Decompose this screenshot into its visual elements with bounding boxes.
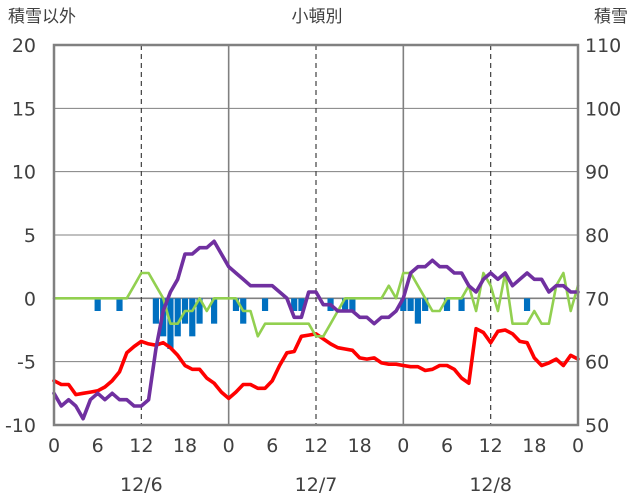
right-y-tick-label: 60 [585, 352, 609, 374]
bar [422, 298, 429, 311]
bar [232, 298, 240, 311]
right-y-tick-label: 80 [585, 225, 609, 247]
series-line-3 [52, 239, 580, 421]
bar [342, 298, 349, 311]
x-tick-label: 18 [348, 435, 372, 457]
bar [152, 298, 159, 324]
bar [400, 298, 407, 311]
bar [211, 298, 218, 324]
bar [196, 298, 203, 324]
x-tick-label: 6 [92, 435, 104, 457]
date-label: 12/8 [469, 474, 512, 496]
right-y-tick-label: 90 [585, 162, 609, 184]
x-tick-label: 0 [572, 435, 584, 457]
right-y-tick-label: 70 [585, 288, 609, 310]
left-y-tick-label: -10 [5, 415, 36, 437]
bar [414, 298, 421, 324]
bar [116, 298, 123, 311]
chart-title: 小頓別 [292, 7, 343, 27]
x-tick-label: 12 [129, 435, 153, 457]
plot-frame [52, 43, 580, 427]
x-tick-label: 12 [304, 435, 328, 457]
bar [407, 298, 414, 311]
left-y-tick-label: 10 [12, 162, 36, 184]
date-label: 12/6 [120, 474, 163, 496]
left-y-tick-label: 15 [12, 98, 36, 120]
x-tick-label: 0 [223, 435, 235, 457]
x-tick-label: 0 [397, 435, 409, 457]
x-tick-label: 6 [441, 435, 453, 457]
x-tick-label: 18 [173, 435, 197, 457]
bar [94, 298, 101, 311]
right-y-tick-label: 110 [585, 35, 621, 57]
bar [458, 298, 465, 311]
x-tick-label: 0 [48, 435, 60, 457]
left-axis-label: 積雪以外 [8, 7, 76, 27]
left-y-tick-label: 20 [12, 35, 36, 57]
left-y-tick-label: 5 [24, 225, 36, 247]
bar [523, 298, 531, 311]
bar [261, 298, 269, 311]
gridlines [54, 45, 578, 425]
series-line-2 [52, 271, 580, 338]
x-tick-label: 18 [522, 435, 546, 457]
left-y-tick-label: 0 [24, 288, 36, 310]
right-y-tick-label: 100 [585, 98, 621, 120]
bar [189, 298, 196, 337]
x-tick-label: 12 [479, 435, 503, 457]
right-y-tick-label: 50 [585, 415, 609, 437]
date-label: 12/7 [295, 474, 338, 496]
line-series [52, 239, 580, 421]
bar [291, 298, 298, 311]
left-y-tick-label: -5 [17, 352, 36, 374]
bar [298, 298, 305, 311]
right-axis-label: 積雪 [594, 7, 628, 27]
bar [174, 298, 181, 337]
bar [349, 298, 356, 311]
x-tick-label: 6 [266, 435, 278, 457]
bar [443, 298, 451, 311]
